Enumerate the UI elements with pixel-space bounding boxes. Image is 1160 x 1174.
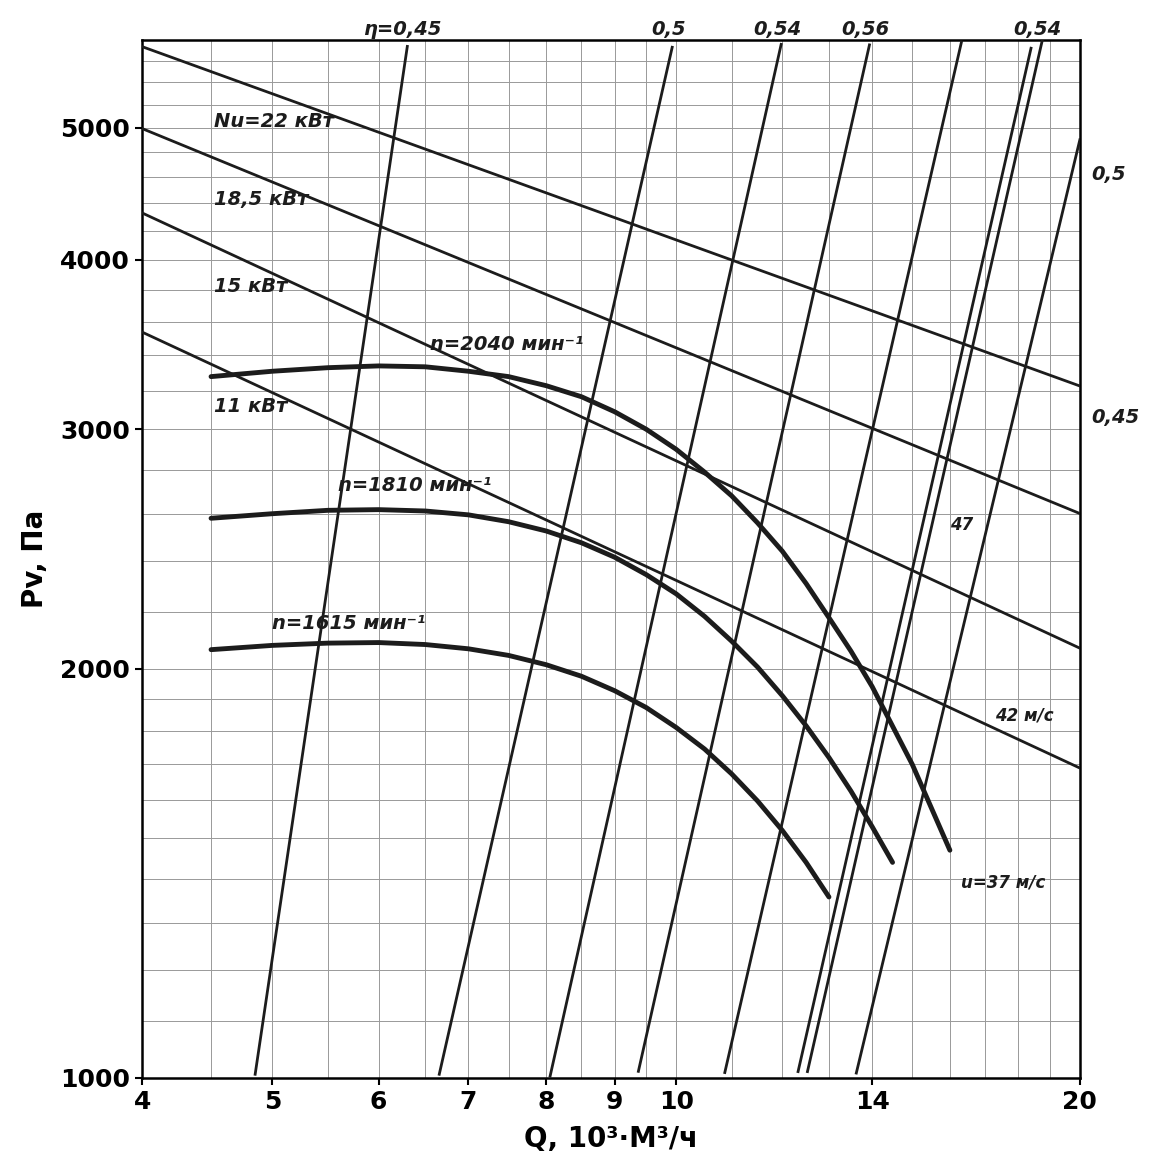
Text: 42 м/с: 42 м/с <box>995 707 1054 726</box>
Text: 15 кВт: 15 кВт <box>213 277 287 296</box>
Text: 0,54: 0,54 <box>1014 20 1061 39</box>
Text: n=1810 мин⁻¹: n=1810 мин⁻¹ <box>339 477 492 495</box>
Text: 0,54: 0,54 <box>753 20 802 39</box>
Text: Nu=22 кВт: Nu=22 кВт <box>213 113 334 131</box>
Text: 18,5 кВт: 18,5 кВт <box>213 190 309 209</box>
X-axis label: Q, 10³·М³/ч: Q, 10³·М³/ч <box>524 1125 698 1153</box>
Text: 11 кВт: 11 кВт <box>213 397 287 416</box>
Text: 0,5: 0,5 <box>1092 164 1126 183</box>
Text: n=1615 мин⁻¹: n=1615 мин⁻¹ <box>273 614 426 633</box>
Text: n=2040 мин⁻¹: n=2040 мин⁻¹ <box>429 336 583 355</box>
Text: η=0,45: η=0,45 <box>363 20 442 39</box>
Text: 0,5: 0,5 <box>652 20 687 39</box>
Text: 47: 47 <box>950 515 973 534</box>
Text: u=37 м/с: u=37 м/с <box>960 873 1045 891</box>
Text: 0,56: 0,56 <box>842 20 890 39</box>
Y-axis label: Pv, Па: Pv, Па <box>21 510 49 608</box>
Text: 0,45: 0,45 <box>1092 409 1139 427</box>
